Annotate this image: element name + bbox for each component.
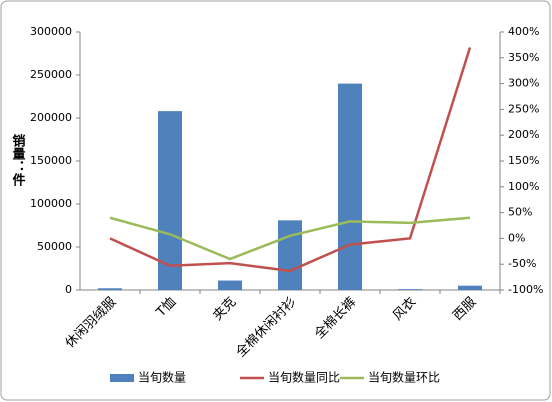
- y2-tick-label: 100%: [508, 180, 539, 193]
- y-axis-label: 销量：件: [10, 133, 26, 187]
- y2-tick-label: 200%: [508, 128, 539, 141]
- y-tick-label: 300000: [30, 25, 72, 38]
- y2-tick-label: 350%: [508, 51, 539, 64]
- bar: [398, 289, 422, 290]
- y-tick-label: 200000: [30, 111, 72, 124]
- bar: [278, 220, 302, 290]
- line: [109, 47, 472, 273]
- bar: [158, 111, 182, 291]
- legend-label: 当旬数量: [138, 370, 186, 385]
- y2-tick-label: 400%: [508, 25, 539, 38]
- y-tick-label: 250000: [30, 68, 72, 81]
- y2-tick-label: -100%: [508, 283, 543, 296]
- y2-tick-label: 250%: [508, 102, 539, 115]
- line: [109, 216, 471, 261]
- bar: [458, 285, 482, 290]
- y-tick-label: 100000: [30, 197, 72, 210]
- y2-tick-label: -50%: [508, 257, 536, 270]
- legend-swatch: [110, 374, 134, 382]
- y2-tick-label: 0%: [508, 231, 525, 244]
- y-tick-label: 50000: [37, 240, 72, 253]
- legend-label: 当旬数量同比: [268, 370, 340, 385]
- y-tick-label: 150000: [30, 154, 72, 167]
- bar: [218, 280, 242, 290]
- y2-tick-label: 300%: [508, 77, 539, 90]
- y2-tick-label: 50%: [508, 206, 532, 219]
- y2-tick-label: 150%: [508, 154, 539, 167]
- bar: [98, 288, 122, 290]
- y-tick-label: 0: [65, 283, 72, 296]
- bar: [338, 83, 362, 290]
- legend-label: 当旬数量环比: [368, 370, 440, 385]
